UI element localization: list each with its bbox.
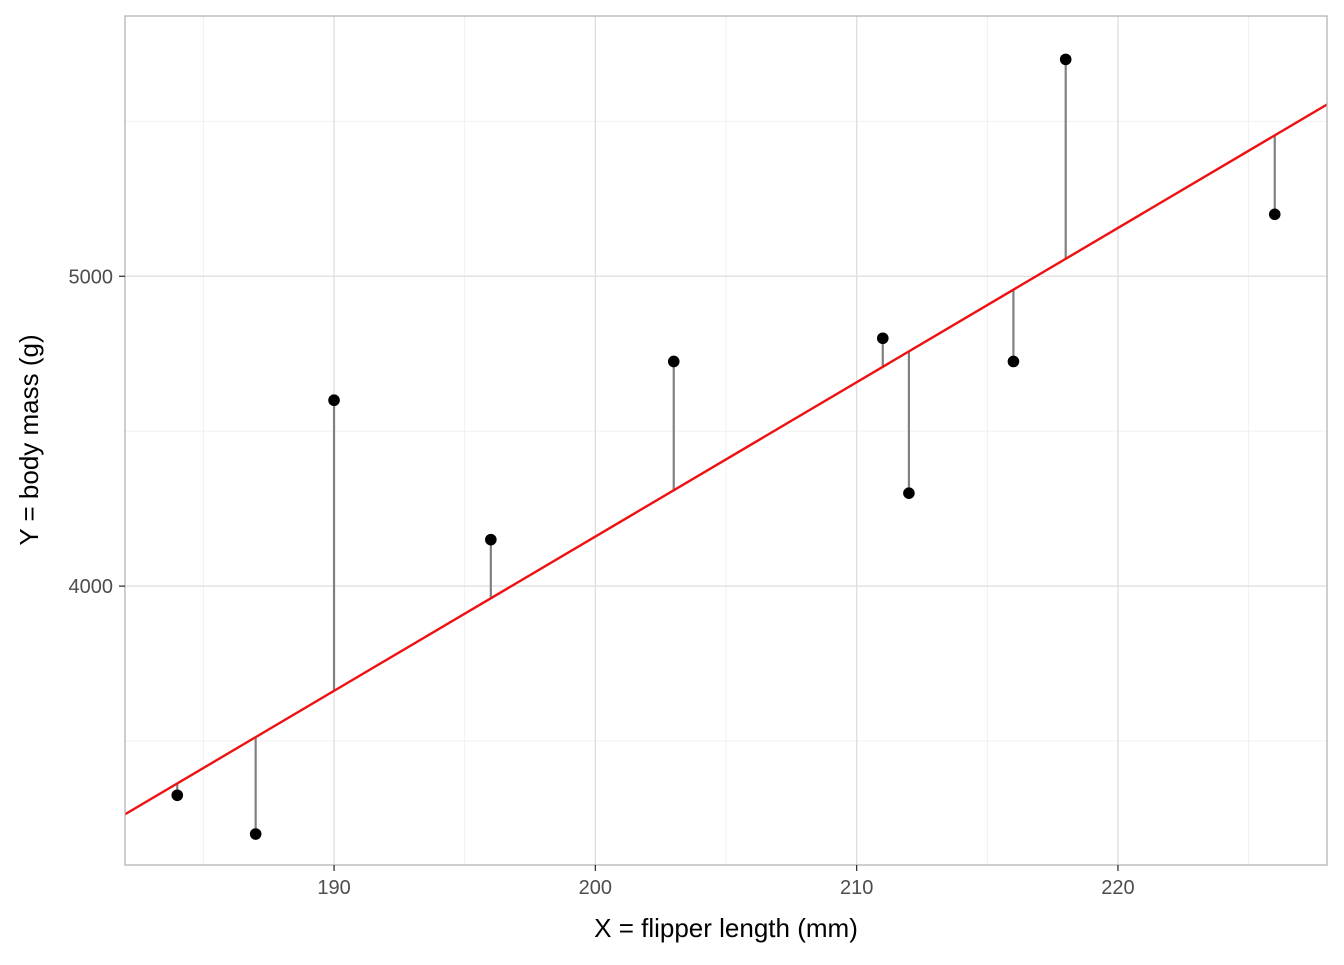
residual-segments bbox=[176, 59, 1276, 835]
data-point bbox=[171, 789, 184, 802]
data-point bbox=[249, 828, 262, 840]
regression-line bbox=[124, 103, 1328, 816]
data-point bbox=[876, 332, 889, 345]
data-point bbox=[667, 355, 680, 368]
y-axis-ticks: 4000 5000 bbox=[69, 266, 125, 598]
y-axis-title: Y = body mass (g) bbox=[14, 334, 44, 545]
major-gridlines bbox=[125, 16, 1327, 865]
data-point bbox=[485, 533, 497, 546]
x-tick-label: 220 bbox=[1101, 877, 1134, 899]
x-tick-label: 190 bbox=[317, 877, 350, 899]
fit-line-group bbox=[124, 103, 1328, 816]
x-tick-label: 200 bbox=[579, 877, 612, 899]
data-point bbox=[903, 487, 915, 499]
minor-gridlines bbox=[125, 16, 1327, 865]
data-point bbox=[1007, 355, 1020, 368]
data-points bbox=[171, 53, 1281, 840]
y-tick-label: 5000 bbox=[69, 266, 114, 288]
x-axis-title: X = flipper length (mm) bbox=[594, 913, 858, 943]
x-tick-label: 210 bbox=[840, 877, 873, 899]
x-axis-ticks: 190 200 210 220 bbox=[317, 865, 1135, 899]
y-tick-label: 4000 bbox=[69, 576, 114, 598]
data-point bbox=[1268, 208, 1281, 221]
data-point bbox=[1059, 53, 1072, 66]
panel-border bbox=[124, 15, 1328, 866]
data-point bbox=[328, 394, 340, 407]
